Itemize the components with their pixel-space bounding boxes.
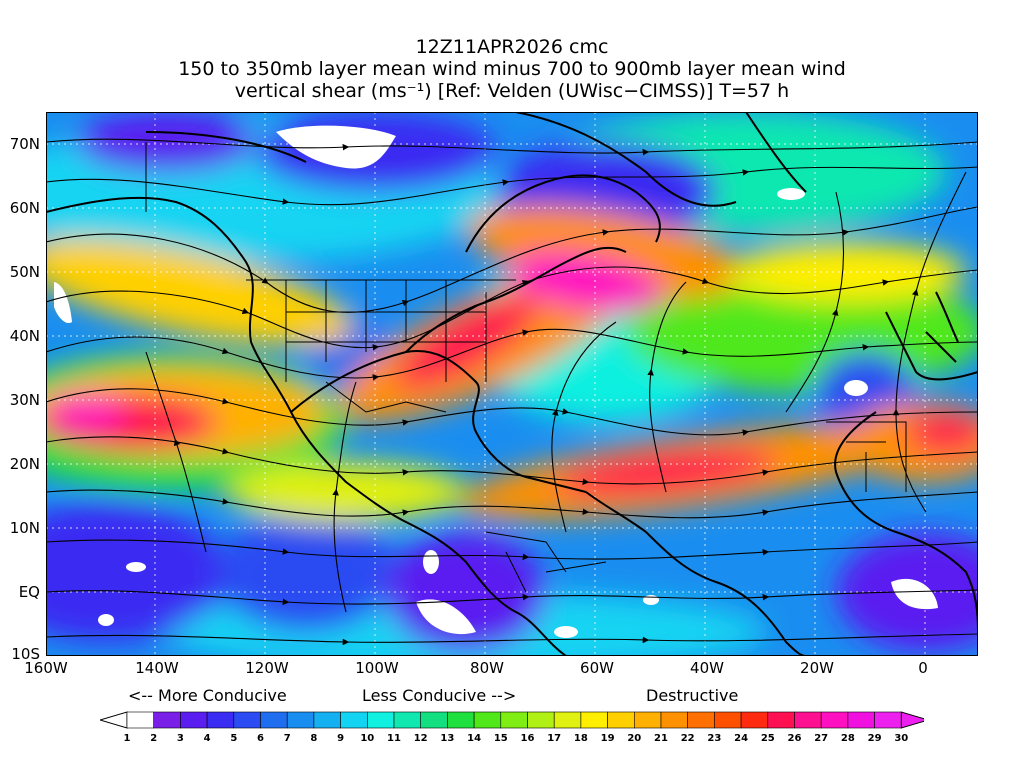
colorbar-tick-label: 14 xyxy=(467,733,482,744)
lat-label-50n: 50N xyxy=(9,263,40,281)
colorbar-swatch xyxy=(633,711,662,729)
colorbar-swatch xyxy=(874,711,902,729)
shear-map-canvas xyxy=(46,112,978,656)
colorbar-swatch xyxy=(687,711,715,729)
lon-label-40w: 40W xyxy=(690,659,724,677)
colorbar-tick-label: 25 xyxy=(760,733,775,744)
lon-label-160w: 160W xyxy=(24,659,68,677)
colorbar-swatch xyxy=(500,711,528,729)
lat-label-20n: 20N xyxy=(9,455,40,473)
colorbar-tick-label: 1 xyxy=(123,733,131,744)
colorbar-swatch xyxy=(393,711,422,729)
colorbar-swatch xyxy=(473,711,502,729)
colorbar-tick-label: 19 xyxy=(600,733,615,744)
colorbar-swatch xyxy=(820,711,849,729)
colorbar-tick-label: 12 xyxy=(413,733,428,744)
colorbar-swatch xyxy=(767,711,795,729)
colorbar-tick-label: 28 xyxy=(840,733,855,744)
lon-label-80w: 80W xyxy=(470,659,504,677)
colorbar-swatch xyxy=(553,711,582,729)
colorbar-tick-label: 13 xyxy=(440,733,455,744)
lon-label-140w: 140W xyxy=(135,659,179,677)
legend-destructive: Destructive xyxy=(646,686,739,705)
colorbar-swatch xyxy=(153,711,181,729)
lat-label-70n: 70N xyxy=(9,135,40,153)
colorbar-swatch xyxy=(233,711,261,729)
colorbar-swatch xyxy=(366,711,395,729)
lat-label-60n: 60N xyxy=(9,199,40,217)
lat-label-40n: 40N xyxy=(9,327,40,345)
colorbar-swatch xyxy=(180,711,208,729)
map-subtitle-2: vertical shear (ms⁻¹) [Ref: Velden (UWis… xyxy=(234,80,790,102)
lat-label-30n: 30N xyxy=(9,391,40,409)
colorbar-swatch xyxy=(740,711,769,729)
colorbar-tick-label: 3 xyxy=(176,733,184,744)
colorbar-tick-label: 17 xyxy=(547,733,562,744)
colorbar-tick-label: 21 xyxy=(654,733,668,744)
colorbar-tick-label: 10 xyxy=(360,733,375,744)
lon-label-120w: 120W xyxy=(245,659,289,677)
colorbar-swatch xyxy=(580,711,608,729)
lon-label-0: 0 xyxy=(918,659,928,677)
legend-less-conducive: Less Conducive --> xyxy=(362,686,517,705)
colorbar xyxy=(100,711,924,729)
colorbar-tick-label: 27 xyxy=(814,733,829,744)
colorbar-swatch xyxy=(527,711,555,729)
colorbar-swatch xyxy=(286,711,315,729)
colorbar-tick-label: 7 xyxy=(283,733,291,744)
colorbar-tick-label: 2 xyxy=(150,733,158,744)
colorbar-tick-label: 20 xyxy=(627,733,642,744)
colorbar-swatch xyxy=(447,711,475,729)
legend-more-conducive: <-- More Conducive xyxy=(128,686,287,705)
colorbar-tick-label: 5 xyxy=(230,733,238,744)
colorbar-swatch xyxy=(420,711,448,729)
lat-label-eq: EQ xyxy=(18,583,40,601)
colorbar-tick-label: 22 xyxy=(680,733,695,744)
colorbar-tick-label: 8 xyxy=(310,733,318,744)
colorbar-swatch xyxy=(126,711,155,729)
colorbar-tick-label: 26 xyxy=(787,733,802,744)
map-title: 12Z11APR2026 cmc xyxy=(415,36,609,58)
lon-label-100w: 100W xyxy=(355,659,399,677)
colorbar-tick-label: 30 xyxy=(894,733,909,744)
colorbar-swatch xyxy=(660,711,689,729)
colorbar-swatch xyxy=(847,711,875,729)
colorbar-tick-label: 9 xyxy=(337,733,345,744)
colorbar-arrow-right xyxy=(900,711,924,729)
colorbar-swatch xyxy=(714,711,742,729)
colorbar-swatch xyxy=(206,711,235,729)
colorbar-tick-label: 4 xyxy=(203,733,211,744)
shear-map xyxy=(46,112,978,656)
lat-label-10s: 10S xyxy=(11,645,40,663)
streamlines xyxy=(46,138,978,646)
lon-label-60w: 60W xyxy=(580,659,614,677)
colorbar-tick-label: 11 xyxy=(387,733,401,744)
colorbar-tick-label: 15 xyxy=(493,733,508,744)
colorbar-swatch xyxy=(260,711,288,729)
lon-label-20w: 20W xyxy=(800,659,834,677)
colorbar-tick-label: 24 xyxy=(734,733,749,744)
lat-label-10n: 10N xyxy=(9,519,40,537)
map-subtitle: 150 to 350mb layer mean wind minus 700 t… xyxy=(178,58,846,80)
colorbar-swatch xyxy=(313,711,341,729)
colorbar-tick-label: 29 xyxy=(867,733,882,744)
colorbar-tick-label: 18 xyxy=(573,733,588,744)
colorbar-tick-label: 23 xyxy=(707,733,722,744)
colorbar-swatch xyxy=(794,711,822,729)
colorbar-tick-label: 6 xyxy=(257,733,264,744)
colorbar-arrow-left xyxy=(100,711,128,729)
colorbar-swatch xyxy=(607,711,635,729)
colorbar-tick-label: 16 xyxy=(520,733,535,744)
colorbar-swatch xyxy=(340,711,368,729)
